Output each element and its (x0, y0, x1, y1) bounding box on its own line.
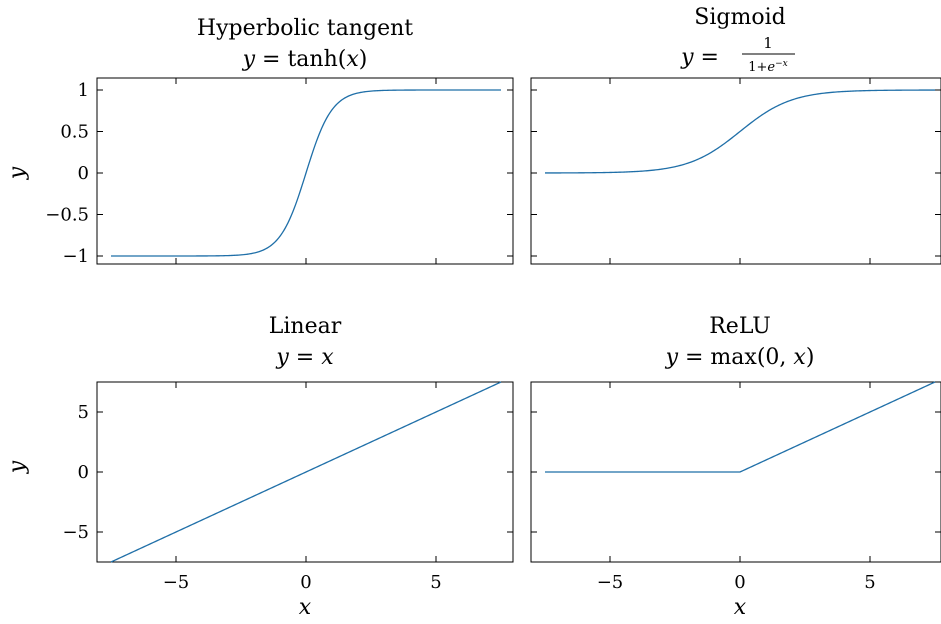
svg-text:y =: y = (680, 45, 719, 70)
panel-0-ytick-label: −1 (62, 246, 89, 267)
panel-3-xtick-label: −5 (597, 572, 624, 593)
panel-1-frame (530, 77, 941, 265)
panel-2-title: Linear (269, 314, 342, 339)
panel-3-formula: y = max(0, x) (665, 345, 815, 370)
panel-3-title: ReLU (709, 314, 771, 339)
panel-2-xtick-label: −5 (163, 572, 190, 593)
panel-0-ytick-label: 0 (78, 163, 89, 184)
svg-text:1+e−x: 1+e−x (748, 59, 788, 75)
panel-1-curve (545, 89, 935, 174)
panel-2-formula: y = x (275, 345, 334, 370)
panel-0-frame (96, 77, 514, 265)
panel-0-ytick-label: 1 (78, 80, 89, 101)
panel-1 (530, 77, 941, 265)
y-axis-label-top: y (5, 166, 30, 180)
svg-text:y = tanh(x): y = tanh(x) (242, 47, 368, 72)
panel-2-xtick-label: 0 (300, 572, 311, 593)
x-axis-label-right: x (734, 595, 747, 620)
panel-3-xtick-label: 5 (864, 572, 875, 593)
plot-panels: 1 0.5 0 −0.5 −1 5 0 −5 −5 0 5 −5 0 5 (45, 77, 941, 593)
panel-1-title: Sigmoid (694, 5, 785, 30)
panel-0: 1 0.5 0 −0.5 −1 (45, 77, 514, 267)
panel-1-formula: y = 1 1+e−x (680, 34, 795, 75)
panel-2-curve (110, 381, 502, 563)
panel-3-curve (545, 381, 936, 473)
panel-2-ytick-label: −5 (62, 522, 89, 543)
svg-text:1: 1 (763, 34, 773, 52)
svg-text:y = x: y = x (275, 345, 334, 370)
panel-2-xtick-label: 5 (430, 572, 441, 593)
svg-text:y = max(0, x): y = max(0, x) (665, 345, 815, 370)
panel-0-formula: y = tanh(x) (242, 47, 368, 72)
panel-0-curve (111, 89, 501, 257)
y-axis-label-bottom: y (5, 460, 30, 474)
panel-2: 5 0 −5 −5 0 5 (62, 381, 514, 593)
panel-0-ytick-label: 0.5 (60, 122, 89, 143)
panel-3: −5 0 5 (530, 381, 941, 593)
panel-0-title: Hyperbolic tangent (197, 16, 413, 41)
panel-2-ytick-label: 0 (78, 462, 89, 483)
panel-0-ytick-label: −0.5 (45, 205, 89, 226)
panel-2-ytick-label: 5 (78, 402, 89, 423)
panel-3-xtick-label: 0 (734, 572, 745, 593)
x-axis-label-left: x (299, 595, 312, 620)
